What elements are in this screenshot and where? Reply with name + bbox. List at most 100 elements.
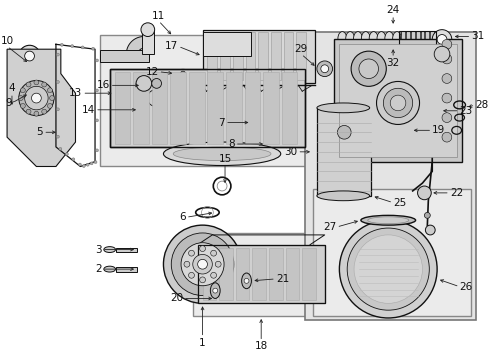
Circle shape <box>34 111 39 116</box>
Bar <box>202 30 314 84</box>
Bar <box>133 72 148 144</box>
Circle shape <box>136 76 151 91</box>
Circle shape <box>26 109 31 114</box>
Circle shape <box>65 153 68 156</box>
Circle shape <box>210 250 216 256</box>
Ellipse shape <box>241 273 251 289</box>
Bar <box>398 31 435 54</box>
Circle shape <box>441 93 451 103</box>
Text: 9: 9 <box>5 98 12 108</box>
Text: 7: 7 <box>218 117 224 127</box>
Text: 27: 27 <box>323 222 336 232</box>
Circle shape <box>78 163 81 166</box>
Circle shape <box>180 71 185 76</box>
Polygon shape <box>126 36 143 54</box>
Text: 11: 11 <box>152 11 165 21</box>
Circle shape <box>151 78 161 88</box>
Circle shape <box>171 233 233 296</box>
Bar <box>281 72 297 144</box>
Bar <box>296 32 305 81</box>
Bar <box>268 248 282 300</box>
Circle shape <box>215 261 221 267</box>
Circle shape <box>31 93 41 103</box>
Bar <box>245 32 255 81</box>
Bar <box>285 248 299 300</box>
Circle shape <box>59 148 61 150</box>
Bar <box>429 31 433 52</box>
Ellipse shape <box>143 85 163 111</box>
Circle shape <box>431 30 451 49</box>
Ellipse shape <box>392 32 401 45</box>
Bar <box>334 40 461 162</box>
Circle shape <box>56 135 59 138</box>
Text: 28: 28 <box>474 100 488 110</box>
Bar <box>142 30 153 54</box>
Circle shape <box>199 277 205 283</box>
Circle shape <box>94 161 97 163</box>
Circle shape <box>95 149 98 152</box>
Ellipse shape <box>375 118 410 137</box>
Circle shape <box>24 51 34 61</box>
Circle shape <box>350 51 386 86</box>
Text: 30: 30 <box>284 147 297 157</box>
Ellipse shape <box>361 32 369 45</box>
Circle shape <box>47 103 52 108</box>
Text: 31: 31 <box>470 31 484 41</box>
Text: 21: 21 <box>275 274 288 284</box>
Text: 6: 6 <box>179 212 185 222</box>
Circle shape <box>41 109 46 114</box>
Circle shape <box>358 59 378 78</box>
Circle shape <box>56 53 59 56</box>
Ellipse shape <box>345 32 354 45</box>
Circle shape <box>389 95 405 111</box>
Text: 17: 17 <box>164 41 178 51</box>
Ellipse shape <box>163 142 280 166</box>
Ellipse shape <box>210 283 220 298</box>
Bar <box>197 245 324 303</box>
Bar <box>305 32 475 320</box>
Bar <box>109 69 305 147</box>
Circle shape <box>346 228 428 310</box>
Text: 25: 25 <box>392 198 406 208</box>
Circle shape <box>441 113 451 122</box>
Bar <box>420 31 424 52</box>
Circle shape <box>353 235 422 303</box>
Circle shape <box>90 162 93 165</box>
Ellipse shape <box>376 32 385 45</box>
Text: 3: 3 <box>95 244 102 255</box>
Bar <box>270 32 280 81</box>
Circle shape <box>20 88 25 93</box>
Circle shape <box>441 74 451 84</box>
Circle shape <box>34 80 39 85</box>
Circle shape <box>163 225 241 303</box>
Circle shape <box>376 81 419 125</box>
Bar <box>202 32 251 56</box>
Text: 5: 5 <box>37 127 43 137</box>
Circle shape <box>417 186 430 200</box>
Bar <box>114 72 130 144</box>
Circle shape <box>86 163 89 166</box>
Ellipse shape <box>173 147 270 161</box>
Bar <box>115 248 137 252</box>
Circle shape <box>81 46 84 49</box>
Circle shape <box>339 220 436 318</box>
Circle shape <box>244 278 248 283</box>
Circle shape <box>24 86 48 110</box>
Circle shape <box>424 212 429 218</box>
Circle shape <box>181 243 224 286</box>
Circle shape <box>56 81 59 84</box>
Circle shape <box>19 45 40 67</box>
Bar <box>219 248 232 300</box>
Circle shape <box>316 61 332 77</box>
Text: 10: 10 <box>0 36 14 46</box>
Text: 4: 4 <box>9 83 15 93</box>
Bar <box>100 35 324 166</box>
Text: 16: 16 <box>96 80 109 90</box>
Circle shape <box>337 125 350 139</box>
Bar <box>283 32 293 81</box>
Text: 24: 24 <box>386 5 399 15</box>
Ellipse shape <box>381 122 404 133</box>
Text: 23: 23 <box>459 106 472 116</box>
Text: 20: 20 <box>169 293 183 303</box>
Circle shape <box>441 40 451 49</box>
